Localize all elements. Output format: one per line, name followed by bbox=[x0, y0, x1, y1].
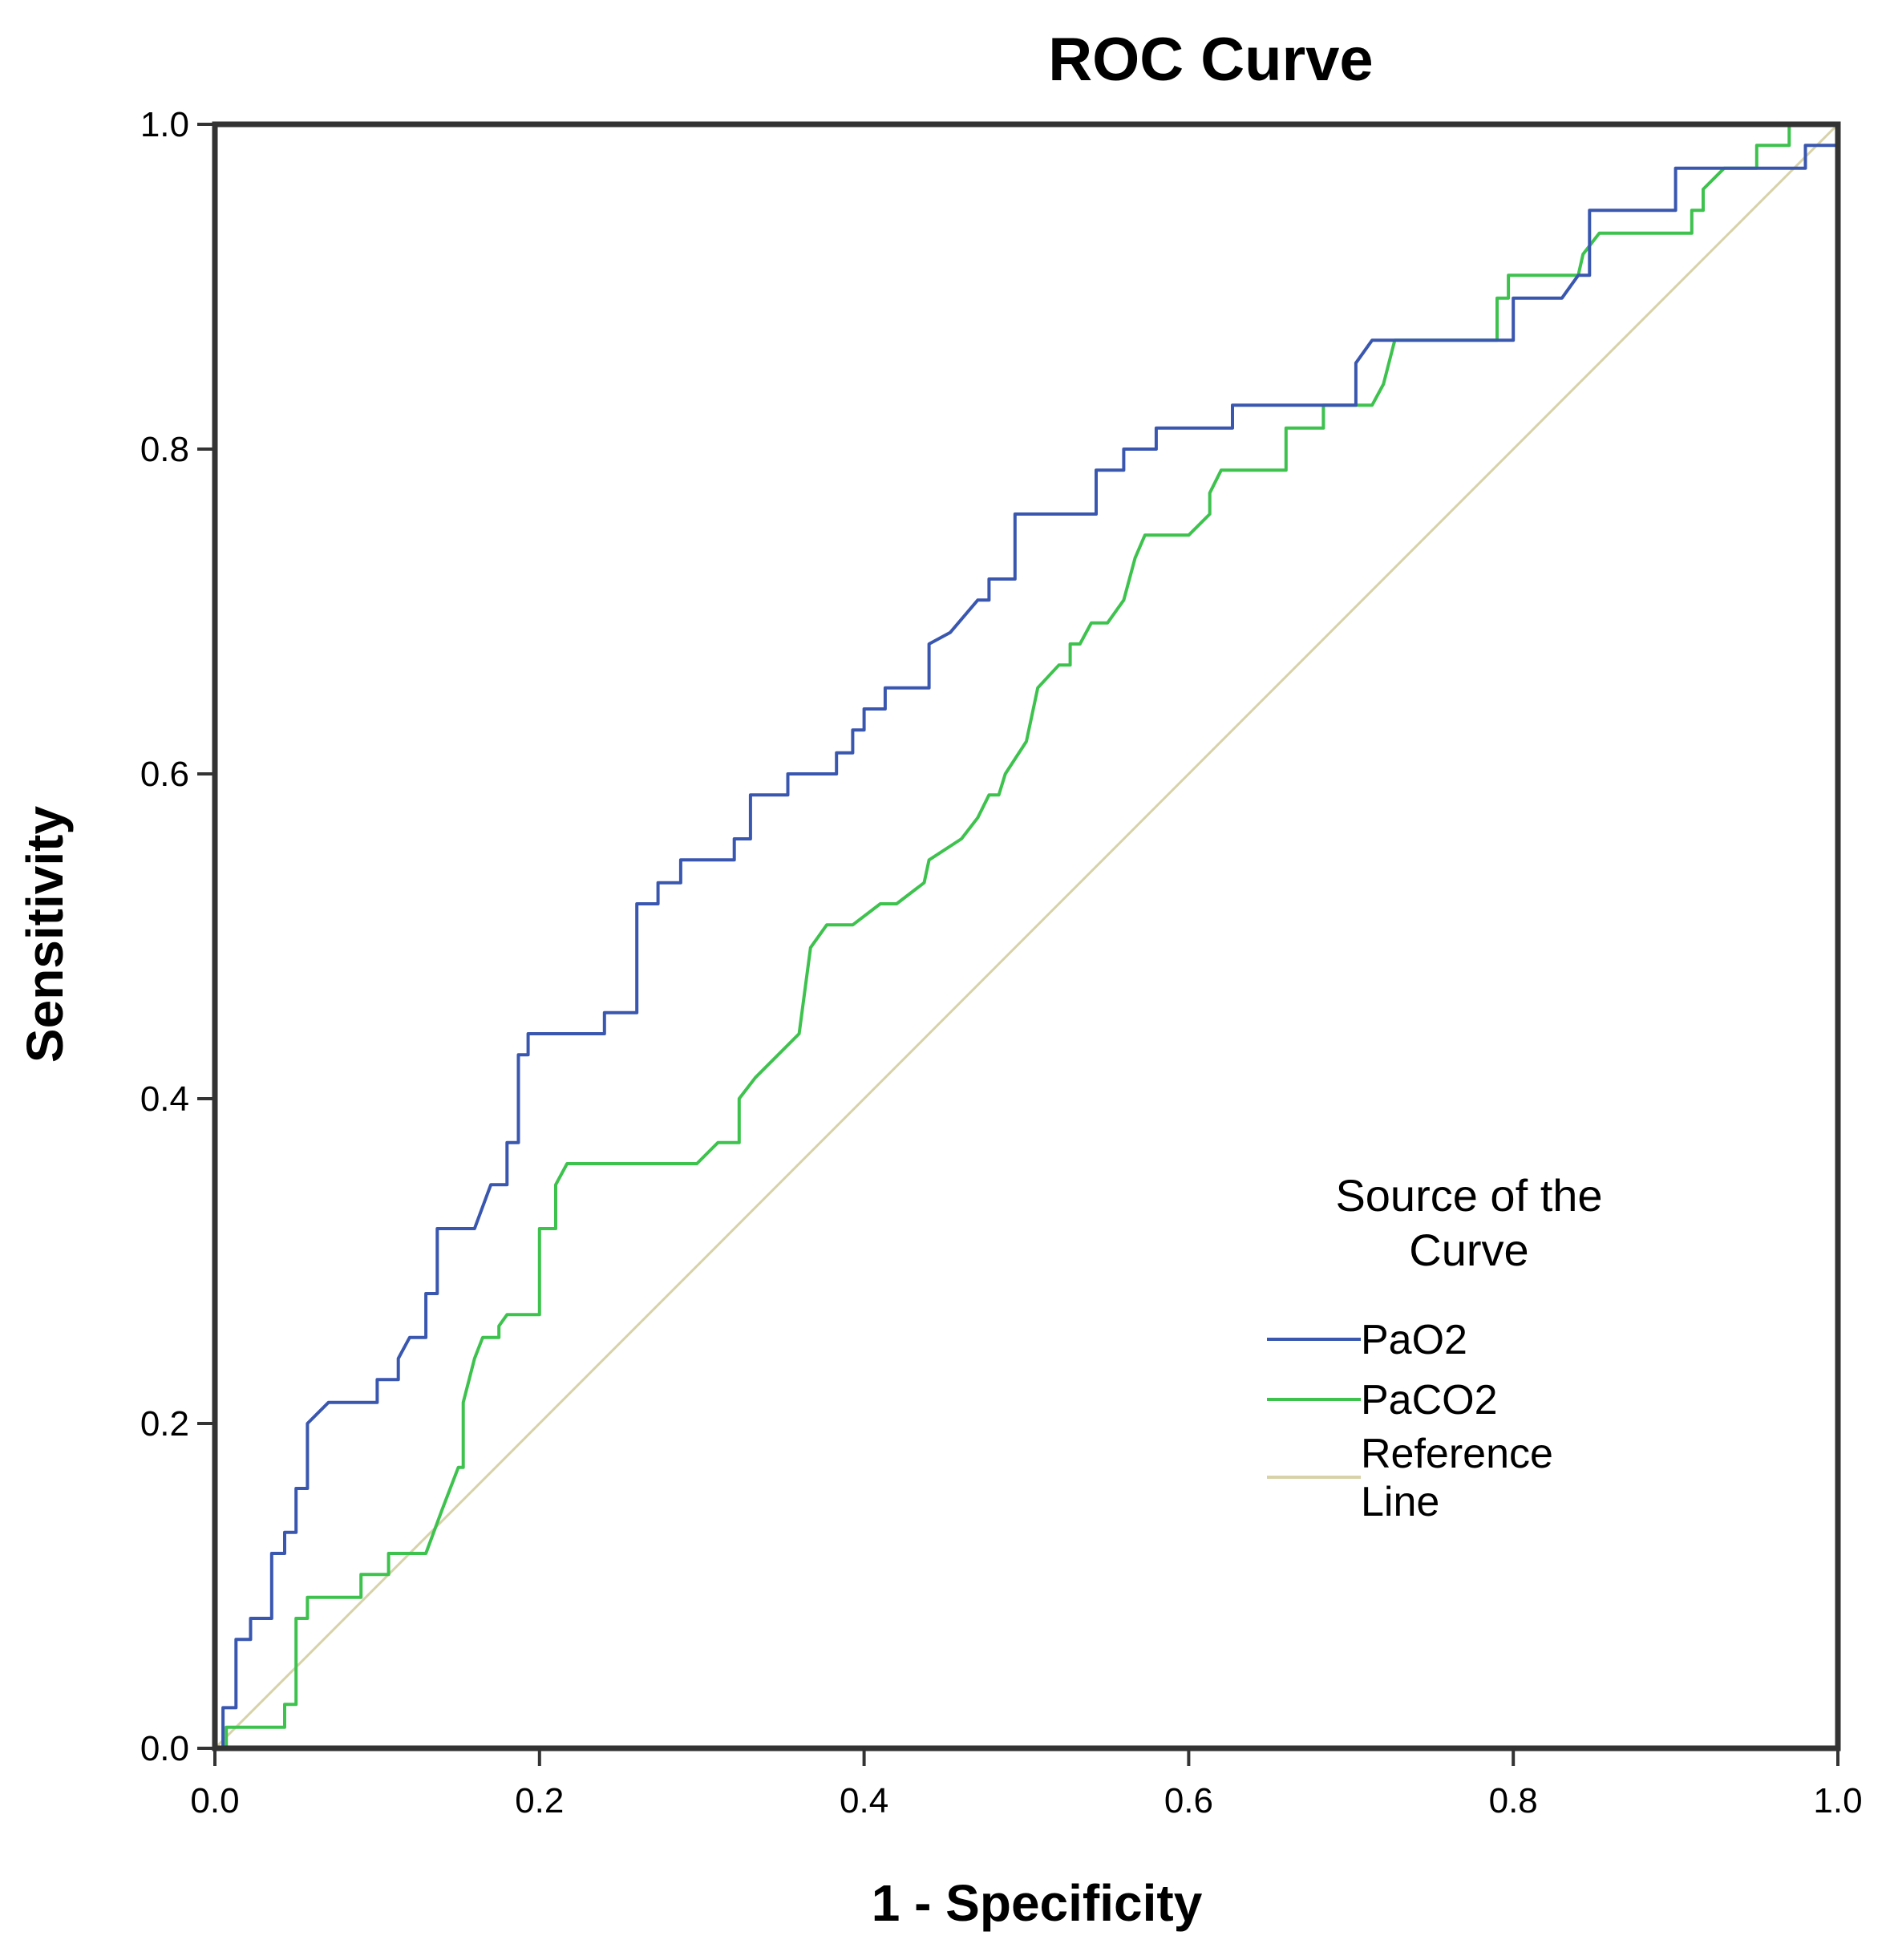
x-tick-label: 1.0 bbox=[1813, 1781, 1862, 1820]
x-tick-label: 0.8 bbox=[1489, 1781, 1538, 1820]
y-tick-label: 0.4 bbox=[140, 1079, 189, 1119]
x-tick-label: 0.6 bbox=[1164, 1781, 1213, 1820]
series-line-reference-line bbox=[213, 123, 1839, 1750]
legend-label-reference-line-1: Reference bbox=[1361, 1431, 1553, 1477]
legend-label-pao2: PaO2 bbox=[1361, 1317, 1467, 1363]
plot-frame bbox=[212, 121, 1841, 1751]
y-tick-label: 0.6 bbox=[140, 755, 189, 794]
x-tick-label: 0.4 bbox=[840, 1781, 888, 1820]
x-tick-label: 0.0 bbox=[190, 1781, 239, 1820]
x-tick-label: 0.2 bbox=[515, 1781, 564, 1820]
chart-title: ROC Curve bbox=[1048, 26, 1373, 94]
y-tick-label: 0.8 bbox=[140, 430, 189, 469]
y-tick-label: 1.0 bbox=[140, 105, 189, 144]
series-line-pao2 bbox=[215, 144, 1838, 1750]
y-tick-label: 0.2 bbox=[140, 1404, 189, 1444]
plot-area: 0.0 0.2 0.4 0.6 0.8 1.0 0.0 0.2 0.4 0.6 0.8 1.0 bbox=[140, 105, 1863, 1820]
legend-title-line-2: Curve bbox=[1409, 1225, 1528, 1275]
legend: Source of the Curve PaO2 PaCO2 Reference… bbox=[1267, 1170, 1603, 1525]
legend-label-reference-line-2: Line bbox=[1361, 1479, 1439, 1525]
y-axis-label: Sensitivity bbox=[16, 806, 74, 1063]
y-tick-label: 0.0 bbox=[140, 1729, 189, 1768]
series-line-paco2 bbox=[215, 123, 1838, 1750]
x-axis-label: 1 - Specificity bbox=[872, 1874, 1203, 1932]
legend-label-paco2: PaCO2 bbox=[1361, 1377, 1498, 1423]
legend-title-line-1: Source of the bbox=[1335, 1170, 1602, 1221]
